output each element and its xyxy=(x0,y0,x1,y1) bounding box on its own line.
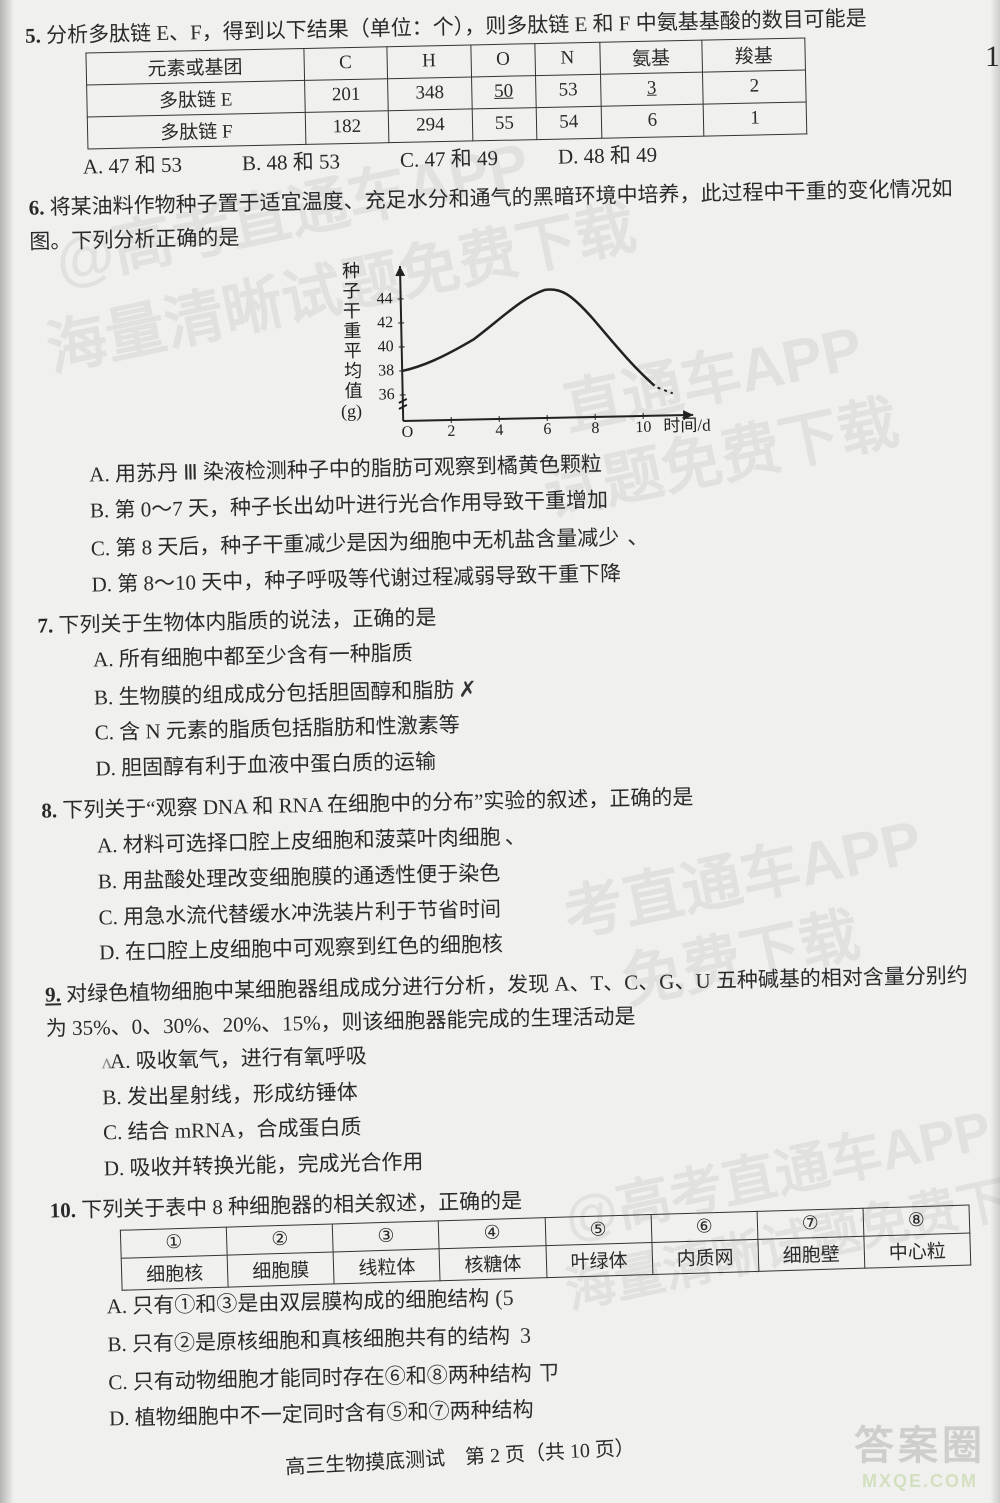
td: ⑤ xyxy=(545,1215,652,1246)
td: ③ xyxy=(333,1221,440,1252)
td: 细胞膜 xyxy=(227,1252,334,1287)
td: 50 xyxy=(471,75,536,108)
q10-stem: 下列关于表中 8 种细胞器的相关叙述，正确的是 xyxy=(81,1188,522,1221)
td: ② xyxy=(226,1224,333,1255)
q7-stem: 下列关于生物体内脂质的说法，正确的是 xyxy=(58,606,436,638)
svg-text:10: 10 xyxy=(635,419,651,436)
td: 182 xyxy=(305,110,389,144)
td: 多肽链 F xyxy=(87,112,305,149)
td: 54 xyxy=(536,106,601,139)
td: 中心粒 xyxy=(864,1234,971,1269)
td: 1 xyxy=(703,102,806,136)
q5-option-c: C. 47 和 49 xyxy=(400,141,499,179)
svg-text:4: 4 xyxy=(495,422,503,439)
td: 多肽链 E xyxy=(87,80,305,117)
th: H xyxy=(387,45,471,79)
svg-text:42: 42 xyxy=(377,315,393,332)
q5-table: 元素或基团 C H O N 氨基 羧基 多肽链 E 201 348 50 53 … xyxy=(85,37,807,149)
th: O xyxy=(470,43,535,76)
td: 核糖体 xyxy=(439,1246,546,1281)
svg-text:子: 子 xyxy=(342,281,360,301)
question-7: 7. 下列关于生物体内脂质的说法，正确的是 A. 所有细胞中都至少含有一种脂质 … xyxy=(37,590,971,788)
td: 线粒体 xyxy=(333,1249,440,1284)
svg-text:36: 36 xyxy=(379,387,395,404)
question-8: 8. 下列关于“观察 DNA 和 RNA 在细胞中的分布”实验的叙述，正确的是 … xyxy=(41,775,975,973)
td: 细胞核 xyxy=(121,1256,228,1291)
svg-text:干: 干 xyxy=(343,301,361,321)
q10-number: 10. xyxy=(49,1198,76,1223)
question-10: 10. 下列关于表中 8 种细胞器的相关叙述，正确的是 ① ② ③ ④ ⑤ ⑥ … xyxy=(49,1175,985,1477)
svg-text:O: O xyxy=(402,424,414,441)
question-5: 5. 分析多肽链 E、F，得到以下结果（单位：个），则多肽链 E 和 F 中氨基… xyxy=(25,0,958,186)
svg-text:(g): (g) xyxy=(341,401,362,422)
td: ① xyxy=(120,1228,227,1259)
q5-option-d: D. 48 和 49 xyxy=(558,137,658,175)
th: C xyxy=(303,46,387,80)
page-edge-number: 1 xyxy=(985,40,1000,74)
th: N xyxy=(535,42,600,75)
q6-stem: 将某油料作物种子置于适宜温度、充足水分和通气的黑暗环境中培养，此过程中干重的变化… xyxy=(29,177,953,254)
svg-text:值: 值 xyxy=(344,381,362,401)
td: ④ xyxy=(439,1218,546,1249)
chart-line xyxy=(401,288,655,392)
q9-number: 9. xyxy=(45,982,61,1006)
td: ⑥ xyxy=(651,1212,758,1243)
q6-number: 6. xyxy=(28,196,44,220)
svg-text:2: 2 xyxy=(447,423,455,440)
td: 348 xyxy=(388,77,472,111)
svg-text:40: 40 xyxy=(377,339,393,356)
th: 元素或基团 xyxy=(86,48,304,85)
q5-number: 5. xyxy=(25,23,41,47)
question-9: 9. 对绿色植物细胞中某细胞器组成成分进行分析，发现 A、T、C、G、U 五种碱… xyxy=(45,959,979,1188)
svg-text:6: 6 xyxy=(543,421,551,438)
td: ⑧ xyxy=(863,1206,970,1237)
td: 53 xyxy=(536,74,601,107)
svg-text:8: 8 xyxy=(591,420,599,437)
q5-option-b: B. 48 和 53 xyxy=(242,144,341,182)
td: 55 xyxy=(472,107,537,140)
td: 内质网 xyxy=(652,1240,759,1275)
svg-text:平: 平 xyxy=(344,341,362,361)
svg-text:重: 重 xyxy=(343,321,361,341)
line-chart-svg: 种 子 干 重 平 均 值 (g) 36 38 40 xyxy=(330,245,714,453)
td: 3 xyxy=(600,72,703,106)
td: 294 xyxy=(388,109,472,143)
ylabel: 种 xyxy=(342,261,360,281)
td: 叶绿体 xyxy=(546,1243,653,1278)
xlabel: 时间/d xyxy=(663,416,711,436)
td: 2 xyxy=(703,70,806,104)
td: 细胞壁 xyxy=(758,1237,865,1272)
th: 氨基 xyxy=(599,40,702,74)
svg-text:44: 44 xyxy=(376,291,392,308)
exam-page: 5. 分析多肽链 E、F，得到以下结果（单位：个），则多肽链 E 和 F 中氨基… xyxy=(0,0,1000,1497)
th: 羧基 xyxy=(702,38,805,72)
question-6: 6. 将某油料作物种子置于适宜温度、充足水分和通气的黑暗环境中培养，此过程中干重… xyxy=(28,173,966,604)
td: ⑦ xyxy=(757,1209,864,1240)
td: 201 xyxy=(304,78,388,112)
q5-option-a: A. 47 和 53 xyxy=(82,147,182,185)
svg-text:38: 38 xyxy=(378,363,394,380)
q6-chart: 种 子 干 重 平 均 值 (g) 36 38 40 xyxy=(330,245,714,453)
q8-number: 8. xyxy=(41,798,57,822)
td: 6 xyxy=(601,104,704,138)
q7-number: 7. xyxy=(37,614,53,638)
svg-text:均: 均 xyxy=(344,361,362,381)
